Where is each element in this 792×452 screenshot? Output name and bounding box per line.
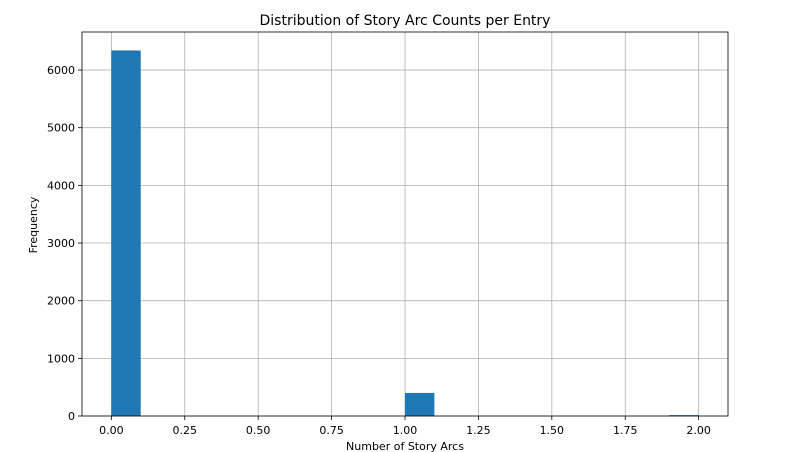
y-tick-label: 1000 bbox=[47, 352, 75, 365]
x-tick-label: 1.75 bbox=[613, 424, 638, 437]
y-tick-label: 0 bbox=[68, 410, 75, 423]
histogram-bars bbox=[111, 50, 699, 417]
x-axis-ticks: 0.00 0.25 0.50 0.75 1.00 1.25 1.50 1.75 2.00 bbox=[99, 416, 711, 437]
y-axis-ticks: 0 1000 2000 3000 4000 5000 6000 bbox=[47, 64, 82, 423]
y-tick-label: 4000 bbox=[47, 179, 75, 192]
histogram-bar bbox=[111, 50, 141, 417]
x-tick-label: 0.50 bbox=[246, 424, 271, 437]
y-tick-label: 2000 bbox=[47, 295, 75, 308]
x-tick-label: 1.50 bbox=[540, 424, 565, 437]
y-tick-label: 6000 bbox=[47, 64, 75, 77]
x-tick-label: 0.25 bbox=[173, 424, 198, 437]
x-tick-label: 1.00 bbox=[393, 424, 418, 437]
chart-title: Distribution of Story Arc Counts per Ent… bbox=[260, 13, 551, 29]
y-tick-label: 3000 bbox=[47, 237, 75, 250]
x-tick-label: 2.00 bbox=[686, 424, 711, 437]
x-tick-label: 1.25 bbox=[466, 424, 491, 437]
x-tick-label: 0.75 bbox=[319, 424, 344, 437]
x-axis-label: Number of Story Arcs bbox=[346, 440, 464, 452]
histogram-bar bbox=[405, 392, 435, 416]
y-tick-label: 5000 bbox=[47, 122, 75, 135]
histogram-bar bbox=[669, 415, 699, 416]
y-axis-label: Frequency bbox=[27, 196, 40, 253]
x-tick-label: 0.00 bbox=[99, 424, 124, 437]
